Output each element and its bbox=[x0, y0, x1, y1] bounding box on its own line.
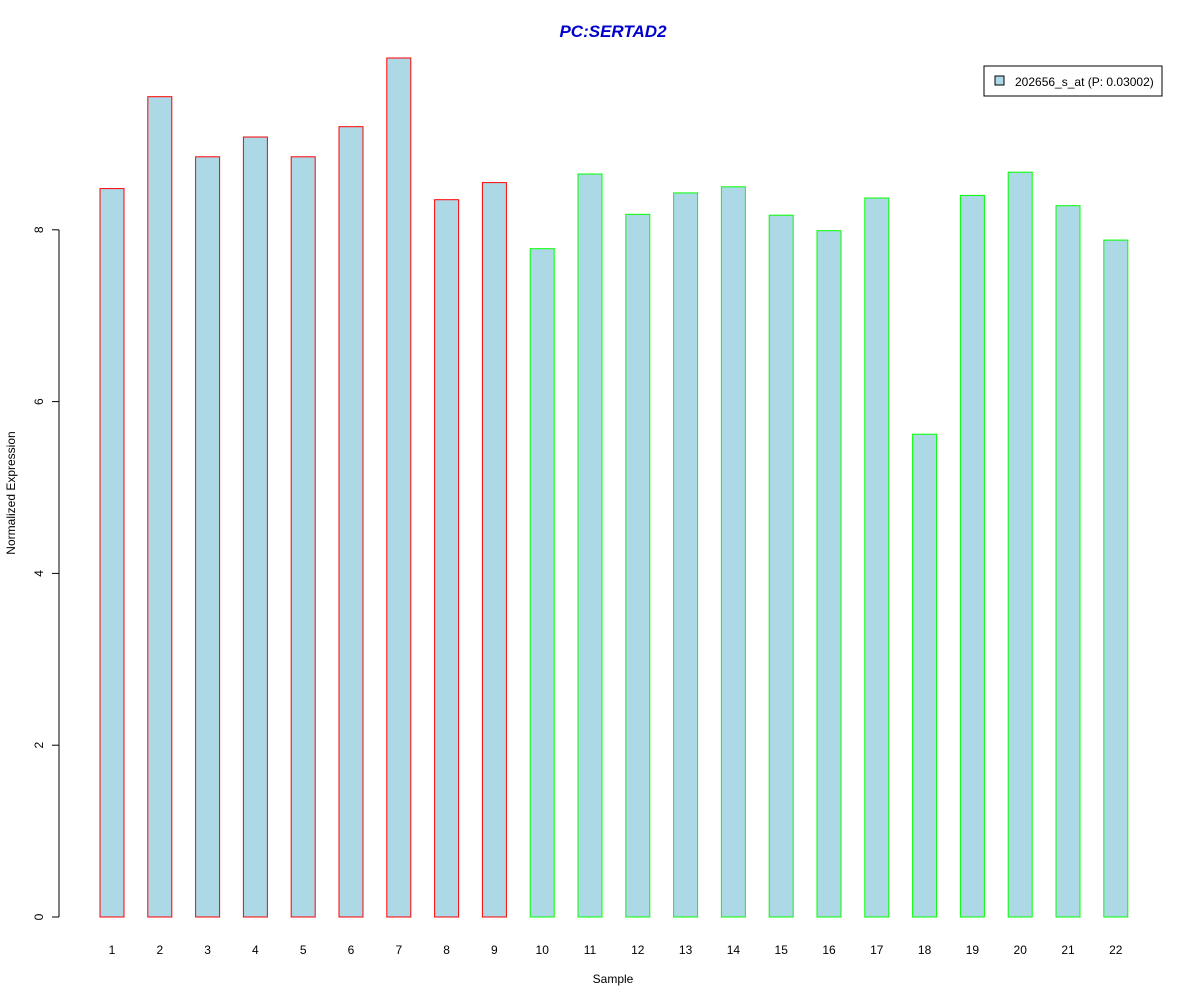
x-tick-label: 7 bbox=[395, 943, 402, 957]
x-tick-label: 10 bbox=[536, 943, 550, 957]
bar bbox=[99, 188, 125, 918]
bar bbox=[147, 96, 173, 918]
legend-box bbox=[983, 65, 1163, 97]
bar bbox=[290, 156, 316, 918]
legend-swatch bbox=[994, 75, 1005, 86]
bar bbox=[529, 248, 555, 918]
bar bbox=[577, 173, 603, 918]
x-tick-label: 4 bbox=[252, 943, 259, 957]
bar bbox=[864, 197, 890, 918]
bar bbox=[1007, 171, 1033, 918]
x-tick-label: 5 bbox=[300, 943, 307, 957]
y-tick-label: 4 bbox=[32, 570, 46, 577]
x-tick-label: 22 bbox=[1109, 943, 1123, 957]
bar bbox=[386, 57, 412, 918]
x-tick-label: 15 bbox=[775, 943, 789, 957]
legend-label: 202656_s_at (P: 0.03002) bbox=[1015, 75, 1154, 89]
x-tick-label: 13 bbox=[679, 943, 693, 957]
chart-title: PC:SERTAD2 bbox=[559, 22, 667, 41]
y-axis: 0 2 4 6 8 bbox=[32, 226, 60, 920]
bar bbox=[1103, 239, 1129, 918]
x-tick-label: 16 bbox=[822, 943, 836, 957]
bar bbox=[912, 433, 938, 918]
x-tick-label: 19 bbox=[966, 943, 980, 957]
x-tick-label: 9 bbox=[491, 943, 498, 957]
x-tick-label: 6 bbox=[348, 943, 355, 957]
bar bbox=[720, 186, 746, 918]
x-tick-label: 14 bbox=[727, 943, 741, 957]
y-tick-label: 2 bbox=[32, 742, 46, 749]
bar bbox=[768, 214, 794, 918]
x-tick-label: 1 bbox=[109, 943, 116, 957]
x-tick-label: 8 bbox=[443, 943, 450, 957]
bar bbox=[959, 194, 985, 918]
y-tick-label: 8 bbox=[32, 226, 46, 233]
bar bbox=[481, 182, 507, 918]
bar bbox=[673, 192, 699, 918]
x-tick-label: 20 bbox=[1014, 943, 1028, 957]
y-tick-label: 6 bbox=[32, 398, 46, 405]
x-tick-label: 17 bbox=[870, 943, 884, 957]
x-tick-label: 18 bbox=[918, 943, 932, 957]
bar bbox=[1055, 205, 1081, 918]
bar bbox=[242, 136, 268, 918]
x-tick-label: 21 bbox=[1061, 943, 1075, 957]
bars-group bbox=[99, 57, 1129, 918]
bar bbox=[816, 230, 842, 918]
bar bbox=[195, 156, 221, 918]
bar bbox=[625, 213, 651, 918]
x-tick-label: 12 bbox=[631, 943, 645, 957]
x-tick-label: 2 bbox=[156, 943, 163, 957]
legend: 202656_s_at (P: 0.03002) bbox=[983, 65, 1163, 97]
bar bbox=[338, 126, 364, 918]
x-axis-title: Sample bbox=[593, 972, 634, 986]
x-tick-label: 3 bbox=[204, 943, 211, 957]
bar bbox=[434, 199, 460, 918]
y-axis-title: Normalized Expression bbox=[4, 431, 18, 554]
y-tick-label: 0 bbox=[32, 913, 46, 920]
x-tick-label: 11 bbox=[584, 943, 597, 957]
x-tick-labels: 1 2 3 4 5 6 7 8 9 10 11 12 13 14 15 16 17 18 19 20 21 22 bbox=[109, 943, 1123, 957]
